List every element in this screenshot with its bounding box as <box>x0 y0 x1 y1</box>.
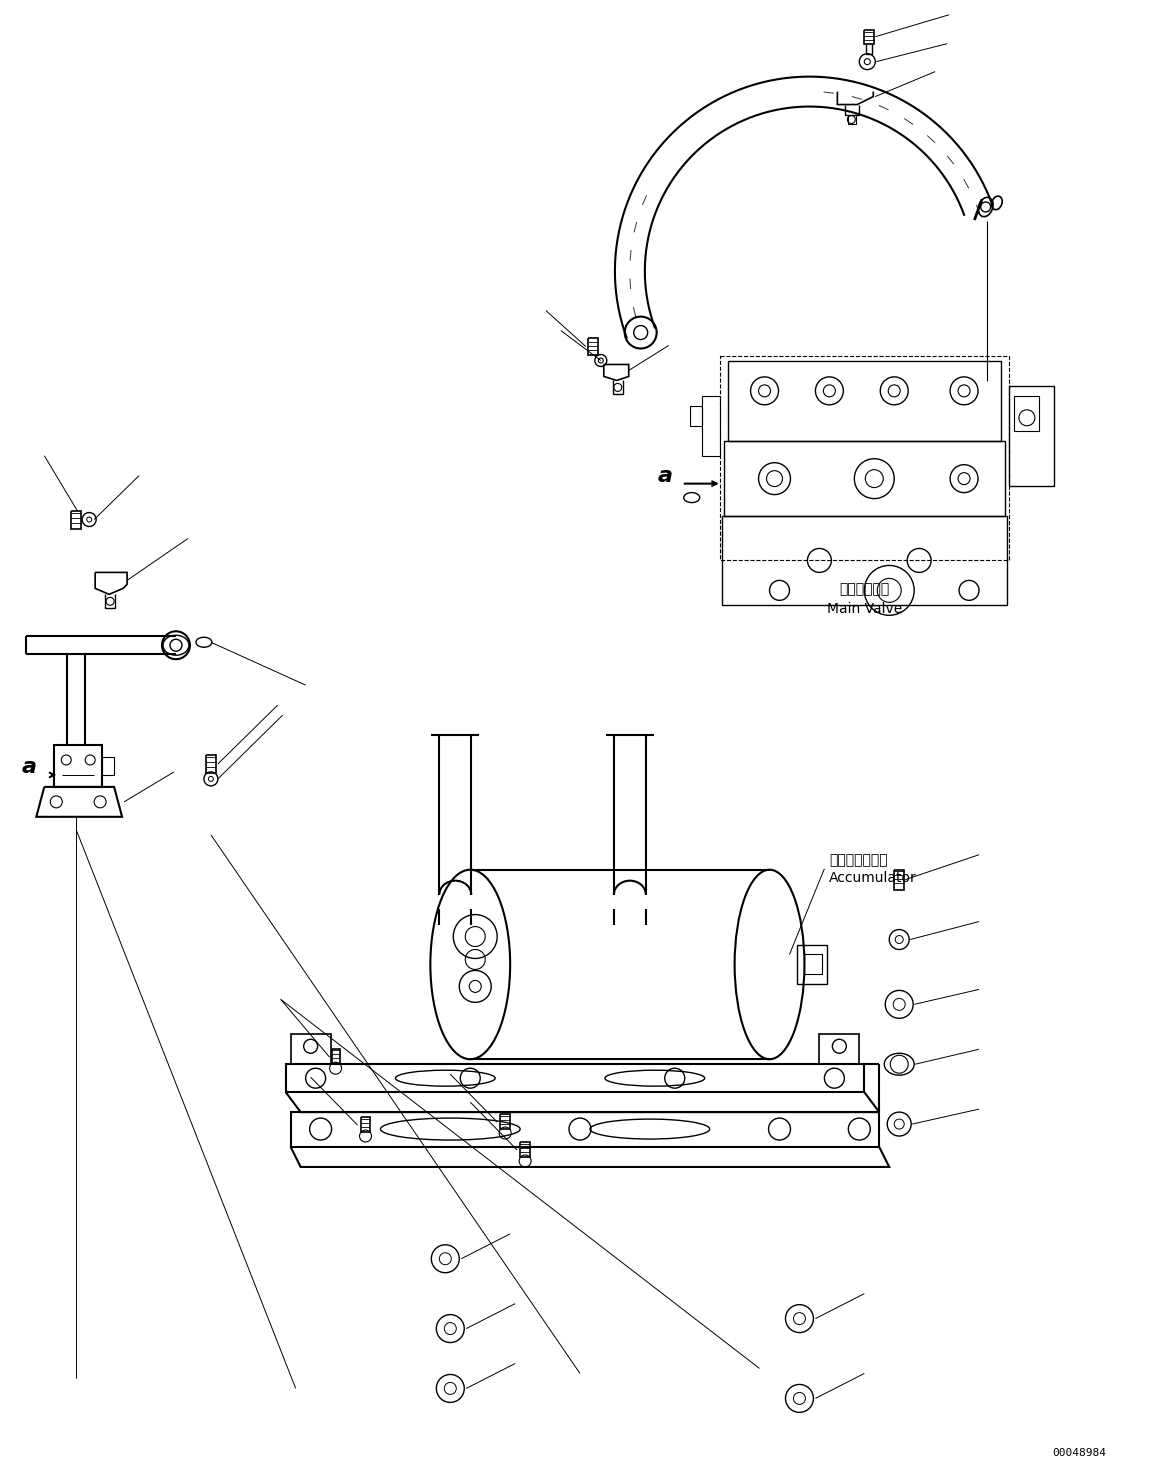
Bar <box>291 1112 879 1147</box>
Text: アキュムレータ: アキュムレータ <box>830 853 889 867</box>
Text: Accumulator: Accumulator <box>830 871 917 884</box>
Bar <box>805 954 823 975</box>
Bar <box>689 405 702 426</box>
Bar <box>798 944 828 984</box>
Bar <box>1014 396 1039 430</box>
Bar <box>285 1064 864 1092</box>
Text: a: a <box>22 757 37 778</box>
Text: a: a <box>657 466 672 485</box>
Bar <box>702 396 719 456</box>
Bar <box>102 757 114 775</box>
Text: Main Valve: Main Valve <box>826 603 902 616</box>
Text: 00048984: 00048984 <box>1052 1448 1106 1459</box>
Bar <box>54 745 102 787</box>
Bar <box>1009 386 1054 485</box>
Bar <box>727 361 1001 441</box>
Bar <box>722 515 1007 605</box>
Text: メインバルブ: メインバルブ <box>839 582 890 597</box>
Bar <box>719 356 1009 561</box>
Bar <box>724 441 1005 515</box>
